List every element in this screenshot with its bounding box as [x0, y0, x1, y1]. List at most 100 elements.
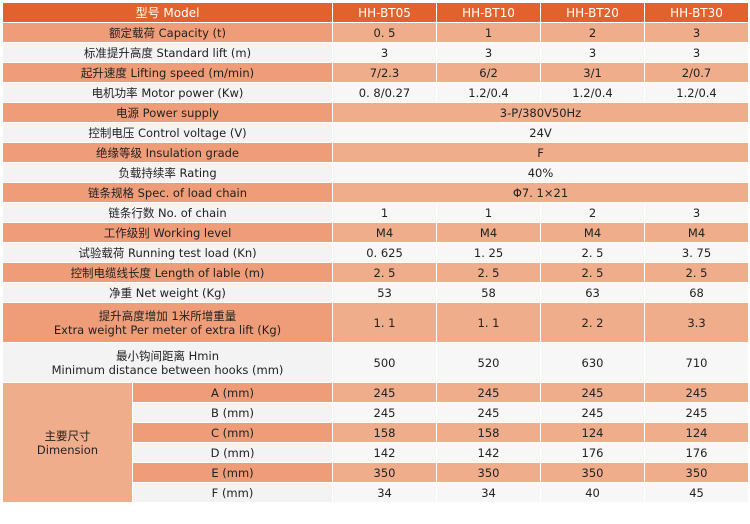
- row-label: 额定载荷 Capacity (t): [1, 22, 334, 43]
- row-label: 标准提升高度 Standard lift (m): [1, 42, 334, 63]
- table-row: 电源 Power supply 3-P/380V50Hz: [1, 102, 750, 123]
- dimension-label-cn: 主要尺寸: [44, 428, 91, 443]
- table-row: 工作级别 Working level M4 M4 M4 M4: [1, 222, 750, 243]
- row-label: 提升高度增加 1米所增重量 Extra weight Per meter of …: [1, 302, 334, 343]
- merged-value: Φ7. 1×21: [332, 182, 750, 203]
- cell-value: 1. 25: [436, 242, 542, 263]
- cell-value: 245: [540, 402, 646, 423]
- row-label: 链条规格 Spec. of load chain: [1, 182, 334, 203]
- cell-value: 176: [644, 442, 750, 463]
- cell-value: 6/2: [436, 62, 542, 83]
- row-label: 起升速度 Lifting speed (m/min): [1, 62, 334, 83]
- row-label: 净重 Net weight (Kg): [1, 282, 334, 303]
- cell-value: 176: [540, 442, 646, 463]
- dimension-row: E (mm) 350 350 350 350: [3, 462, 750, 483]
- cell-value: 1. 1: [332, 302, 438, 343]
- cell-value: 245: [332, 402, 438, 423]
- label-en: Extra weight Per meter of extra lift (Kg…: [53, 322, 282, 337]
- table-row: 标准提升高度 Standard lift (m) 3 3 3 3: [1, 42, 750, 63]
- dimension-row: D (mm) 142 142 176 176: [3, 442, 750, 463]
- merged-value: F: [332, 142, 750, 163]
- table-row: 额定载荷 Capacity (t) 0. 5 1 2 3: [1, 22, 750, 43]
- cell-value: 124: [644, 422, 750, 443]
- cell-value: M4: [436, 222, 542, 243]
- cell-value: 3/1: [540, 62, 646, 83]
- cell-value: 2/0.7: [644, 62, 750, 83]
- cell-value: 2: [540, 202, 646, 223]
- cell-value: 53: [332, 282, 438, 303]
- cell-value: 3.3: [644, 302, 750, 343]
- row-label: A (mm): [131, 382, 334, 403]
- cell-value: 500: [332, 342, 438, 383]
- table-row: 电机功率 Motor power (Kw) 0. 8/0.27 1.2/0.4 …: [1, 82, 750, 103]
- cell-value: 350: [644, 462, 750, 483]
- merged-value: 40%: [332, 162, 750, 183]
- cell-value: 3. 75: [644, 242, 750, 263]
- cell-value: 142: [332, 442, 438, 463]
- cell-value: 2. 5: [332, 262, 438, 283]
- row-label: 控制电压 Control voltage (V): [1, 122, 334, 143]
- cell-value: 3: [540, 42, 646, 63]
- cell-value: M4: [540, 222, 646, 243]
- table-row: 起升速度 Lifting speed (m/min) 7/2.3 6/2 3/1…: [1, 62, 750, 83]
- cell-value: 0. 625: [332, 242, 438, 263]
- cell-value: 1: [436, 22, 542, 43]
- row-label: 电源 Power supply: [1, 102, 334, 123]
- dimension-row: 主要尺寸 Dimension A (mm) 245 245 245 245: [2, 382, 750, 503]
- cell-value: 520: [436, 342, 542, 383]
- cell-value: 1. 1: [436, 302, 542, 343]
- row-label: C (mm): [131, 422, 334, 443]
- cell-value: 2. 2: [540, 302, 646, 343]
- row-label: D (mm): [131, 442, 334, 463]
- table-row: 绝缘等级 Insulation grade F: [1, 142, 750, 163]
- row-label: 工作级别 Working level: [1, 222, 334, 243]
- table-row: 链条行数 No. of chain 1 1 2 3: [1, 202, 750, 223]
- cell-value: 7/2.3: [332, 62, 438, 83]
- model-name: HH-BT30: [644, 2, 750, 23]
- cell-value: M4: [644, 222, 750, 243]
- cell-value: 45: [644, 482, 750, 503]
- cell-value: 1: [332, 202, 438, 223]
- row-label: 试验载荷 Running test load (Kn): [1, 242, 334, 263]
- dimension-label-en: Dimension: [36, 442, 99, 457]
- cell-value: 710: [644, 342, 750, 383]
- cell-value: 1.2/0.4: [644, 82, 750, 103]
- cell-value: 2. 5: [540, 262, 646, 283]
- header-model-label: 型号 Model: [1, 2, 334, 23]
- cell-value: 3: [644, 22, 750, 43]
- cell-value: 350: [540, 462, 646, 483]
- dimension-row: B (mm) 245 245 245 245: [3, 402, 750, 423]
- cell-value: 0. 8/0.27: [332, 82, 438, 103]
- table-row: 链条规格 Spec. of load chain Φ7. 1×21: [1, 182, 750, 203]
- label-en: Minimum distance between hooks (mm): [51, 362, 284, 377]
- table-row: 负载持续率 Rating 40%: [1, 162, 750, 183]
- cell-value: 158: [332, 422, 438, 443]
- cell-value: 58: [436, 282, 542, 303]
- row-label: B (mm): [131, 402, 334, 423]
- cell-value: 2: [540, 22, 646, 43]
- row-label: 最小钩间距离 Hmin Minimum distance between hoo…: [1, 342, 334, 383]
- hmin-row: 最小钩间距离 Hmin Minimum distance between hoo…: [1, 342, 750, 383]
- label-cn: 最小钩间距离 Hmin: [116, 348, 219, 363]
- cell-value: 34: [332, 482, 438, 503]
- cell-value: 40: [540, 482, 646, 503]
- cell-value: 3: [436, 42, 542, 63]
- cell-value: 245: [436, 402, 542, 423]
- cell-value: 63: [540, 282, 646, 303]
- model-name: HH-BT20: [540, 2, 646, 23]
- row-label: 电机功率 Motor power (Kw): [1, 82, 334, 103]
- table-row: 控制电缆线长度 Length of lable (m) 2. 5 2. 5 2.…: [1, 262, 750, 283]
- cell-value: 34: [436, 482, 542, 503]
- cell-value: 245: [644, 402, 750, 423]
- dimension-row: F (mm) 34 34 40 45: [3, 482, 750, 503]
- cell-value: 124: [540, 422, 646, 443]
- row-label: E (mm): [131, 462, 334, 483]
- extra-weight-row: 提升高度增加 1米所增重量 Extra weight Per meter of …: [1, 302, 750, 343]
- merged-value: 3-P/380V50Hz: [332, 102, 750, 123]
- cell-value: 245: [644, 382, 750, 403]
- table-row: 试验载荷 Running test load (Kn) 0. 625 1. 25…: [1, 242, 750, 263]
- spec-table: 型号 Model HH-BT05 HH-BT10 HH-BT20 HH-BT30…: [1, 2, 750, 503]
- cell-value: 245: [540, 382, 646, 403]
- cell-value: 1.2/0.4: [540, 82, 646, 103]
- merged-value: 24V: [332, 122, 750, 143]
